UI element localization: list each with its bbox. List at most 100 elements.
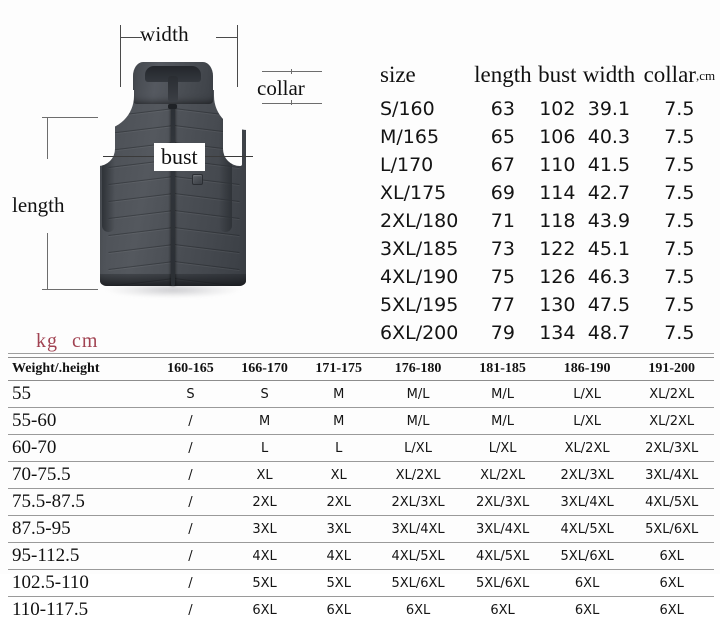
size-recommendation-cell: M/L [376,408,461,435]
size-cell-size: 5XL/195 [372,291,470,319]
size-recommendation-cell: 3XL/4XL [629,462,714,489]
weight-header-171-175: 171-175 [302,358,376,381]
size-cell-collar: 7.5 [639,207,720,235]
length-bottom-tick [47,233,48,290]
size-cell-length: 75 [470,263,535,291]
quilt-line [108,176,174,185]
size-cell-size: M/165 [372,123,470,151]
size-cell-width: 43.9 [579,207,639,235]
width-right-tick [237,25,238,87]
size-header-bust: bust [536,62,580,95]
collar-bottom-rule [262,103,322,104]
width-left-tick [120,25,121,87]
size-recommendation-cell: 4XL/5XL [629,489,714,516]
vest-zipper [171,82,175,286]
size-recommendation-cell: / [153,408,227,435]
size-cell-bust: 134 [536,319,580,347]
size-recommendation-cell: M [302,408,376,435]
size-cell-width: 48.7 [579,319,639,347]
size-recommendation-cell: M [228,408,302,435]
weight-range-cell: 55-60 [8,408,153,435]
weight-range-cell: 70-75.5 [8,462,153,489]
collar-label: collar [257,76,305,101]
quilt-line [108,261,174,270]
size-cell-size: 6XL/200 [372,319,470,347]
size-recommendation-cell: 2XL [302,489,376,516]
size-recommendation-cell: / [153,543,227,570]
size-cell-collar: 7.5 [639,263,720,291]
weight-range-cell: 55 [8,381,153,408]
width-label: width [140,22,189,47]
size-cell-size: 2XL/180 [372,207,470,235]
size-recommendation-cell: L [228,435,302,462]
size-cell-length: 73 [470,235,535,263]
size-cell-size: 4XL/190 [372,263,470,291]
size-recommendation-cell: M/L [376,381,461,408]
size-cell-bust: 114 [536,179,580,207]
size-recommendation-cell: 5XL/6XL [545,543,630,570]
size-cell-length: 67 [470,151,535,179]
weight-header-181-185: 181-185 [460,358,545,381]
collar-header-text: collar [644,62,696,87]
size-cell-collar: 7.5 [639,179,720,207]
size-recommendation-cell: L/XL [376,435,461,462]
size-cell-width: 40.3 [579,123,639,151]
size-cell-size: L/170 [372,151,470,179]
size-recommendation-cell: M/L [460,408,545,435]
size-cell-length: 65 [470,123,535,151]
size-cell-bust: 130 [536,291,580,319]
weight-header-160-165: 160-165 [153,358,227,381]
size-recommendation-cell: S [228,381,302,408]
size-cell-bust: 122 [536,235,580,263]
size-recommendation-cell: / [153,597,227,623]
weight-header-186-190: 186-190 [545,358,630,381]
size-recommendation-cell: XL/2XL [460,462,545,489]
size-recommendation-cell: 6XL [228,597,302,623]
width-left-rule [120,37,142,38]
size-recommendation-cell: 3XL [228,516,302,543]
size-recommendation-cell: / [153,462,227,489]
size-recommendation-cell: / [153,516,227,543]
size-recommendation-cell: 2XL [228,489,302,516]
size-cell-collar: 7.5 [639,95,720,123]
size-cell-length: 71 [470,207,535,235]
size-recommendation-cell: 3XL/4XL [376,516,461,543]
size-recommendation-cell: 3XL [302,516,376,543]
vest-zipper-pull [168,104,177,109]
size-header-width: width [579,62,639,95]
size-recommendation-cell: 4XL/5XL [376,543,461,570]
length-top-tick [47,117,48,159]
size-header-size: size [372,62,470,95]
size-cell-width: 42.7 [579,179,639,207]
size-recommendation-cell: XL/2XL [545,435,630,462]
size-recommendation-cell: XL/2XL [629,381,714,408]
size-table-header-row: size length bust width collar,cm [372,62,720,95]
weight-range-cell: 87.5-95 [8,516,153,543]
quilt-line [174,261,240,270]
size-recommendation-cell: 6XL [376,597,461,623]
size-cell-length: 79 [470,319,535,347]
size-recommendation-cell: 6XL [629,543,714,570]
size-recommendation-cell: L [302,435,376,462]
weight-header-176-180: 176-180 [376,358,461,381]
width-right-rule [216,37,238,38]
size-recommendation-cell: / [153,435,227,462]
vest-chest-button [192,174,203,185]
size-cell-bust: 106 [536,123,580,151]
weight-height-table: Weight/.height 160-165 166-170 171-175 1… [8,357,714,623]
quilt-line [108,227,174,236]
weight-header-191-200: 191-200 [629,358,714,381]
size-recommendation-cell: 4XL/5XL [545,516,630,543]
size-recommendation-cell: L/XL [460,435,545,462]
weight-table-header-row: Weight/.height 160-165 166-170 171-175 1… [8,358,714,381]
